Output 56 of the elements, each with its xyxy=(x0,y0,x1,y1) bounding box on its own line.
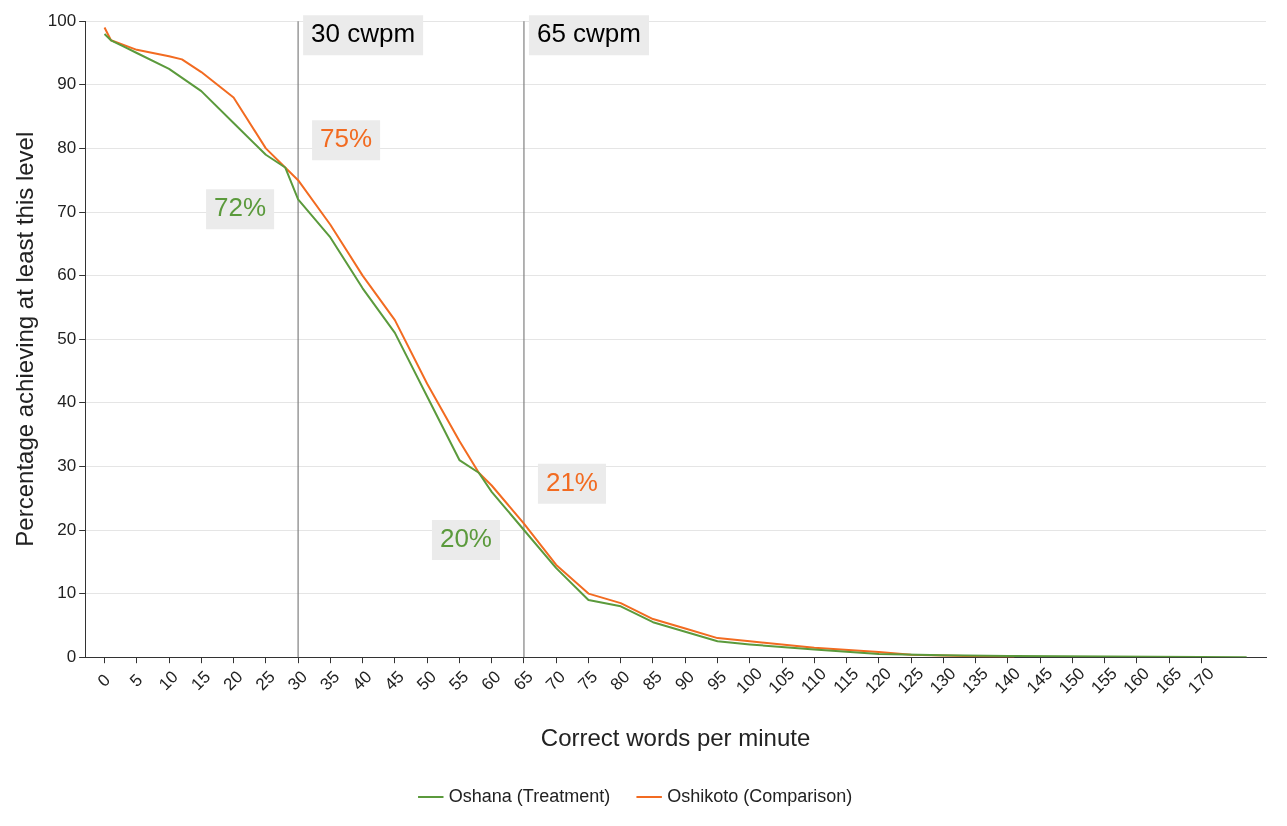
x-tick-label: 55 xyxy=(445,667,473,695)
ref-line-label: 30 cwpm xyxy=(311,18,416,49)
x-tick-label: 70 xyxy=(542,667,570,695)
x-tick-label: 80 xyxy=(606,667,634,695)
x-tick-label: 5 xyxy=(126,670,147,691)
x-tick-label: 90 xyxy=(671,667,699,695)
x-tick-label: 130 xyxy=(926,663,960,698)
x-tick-label: 95 xyxy=(703,667,731,695)
y-tick-label: 100 xyxy=(47,10,77,30)
x-tick-label: 65 xyxy=(509,667,537,695)
x-tick-label: 40 xyxy=(348,667,376,695)
x-tick-label: 160 xyxy=(1119,663,1154,698)
x-tick-label: 10 xyxy=(155,667,182,695)
y-tick-label: 30 xyxy=(57,456,77,476)
annotation: 20% xyxy=(439,523,492,554)
x-tick-label: 165 xyxy=(1151,663,1186,698)
x-tick-label: 170 xyxy=(1184,663,1218,698)
x-tick-label: 125 xyxy=(893,663,928,698)
x-tick-label: 25 xyxy=(251,667,279,695)
x-tick-label: 20 xyxy=(219,667,247,695)
y-axis-title: Percentage achieving at least this level xyxy=(11,131,39,547)
x-tick-label: 100 xyxy=(732,663,766,698)
x-tick-label: 30 xyxy=(284,667,311,695)
annotation: 75% xyxy=(320,123,373,154)
x-tick-label: 105 xyxy=(764,663,799,698)
x-tick-label: 145 xyxy=(1022,663,1057,698)
x-tick-label: 85 xyxy=(639,667,666,695)
y-tick-label: 40 xyxy=(57,392,77,412)
x-tick-label: 120 xyxy=(861,663,896,698)
ref-line-label: 65 cwpm xyxy=(536,18,641,49)
x-tick-label: 50 xyxy=(413,667,440,695)
x-tick-label: 15 xyxy=(187,667,215,695)
y-tick-label: 20 xyxy=(57,519,77,539)
y-tick-label: 10 xyxy=(57,583,77,603)
x-tick-label: 140 xyxy=(990,663,1025,698)
x-tick-label: 115 xyxy=(829,664,863,697)
x-tick-label: 60 xyxy=(477,667,505,695)
legend-label: Oshikoto (Comparison) xyxy=(667,785,853,806)
y-tick-label: 70 xyxy=(57,201,77,221)
annotation: 21% xyxy=(545,466,598,497)
x-tick-label: 75 xyxy=(574,667,602,695)
x-axis-title: Correct words per minute xyxy=(540,724,811,752)
y-tick-label: 80 xyxy=(57,138,77,158)
x-tick-label: 155 xyxy=(1087,663,1121,698)
y-tick-label: 0 xyxy=(66,646,77,666)
x-tick-label: 150 xyxy=(1055,663,1089,698)
y-tick-label: 50 xyxy=(57,328,77,348)
y-tick-label: 90 xyxy=(57,74,77,94)
legend-label: Oshana (Treatment) xyxy=(448,785,611,806)
x-tick-label: 110 xyxy=(797,664,831,697)
x-tick-label: 0 xyxy=(93,670,115,691)
y-tick-label: 60 xyxy=(57,265,77,285)
x-tick-label: 135 xyxy=(958,663,992,698)
annotation: 72% xyxy=(214,192,267,223)
x-tick-label: 45 xyxy=(380,667,408,695)
x-tick-label: 35 xyxy=(316,667,344,695)
